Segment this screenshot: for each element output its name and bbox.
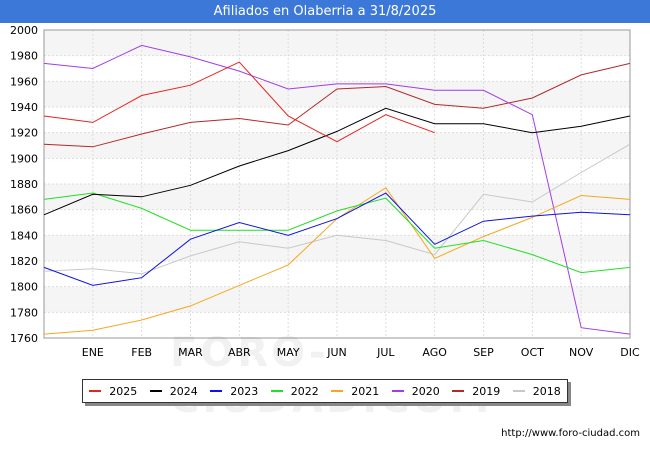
plot-frame bbox=[43, 29, 631, 339]
x-tick-label: MAY bbox=[277, 346, 300, 359]
legend-swatch bbox=[149, 390, 162, 392]
series-line-2023 bbox=[43, 192, 631, 286]
y-tick-label: 1920 bbox=[10, 127, 38, 140]
legend-swatch bbox=[270, 390, 283, 392]
y-tick-label: 1860 bbox=[10, 204, 38, 217]
x-tick-label: DIC bbox=[620, 346, 640, 359]
legend-item-2021: 2021 bbox=[331, 385, 379, 398]
legend-label: 2021 bbox=[351, 384, 380, 398]
y-tick-label: 1900 bbox=[10, 152, 38, 165]
chart-legend: 2025 2024 2023 2022 2021 2020 2019 2018 bbox=[82, 379, 568, 403]
series-line-2018 bbox=[43, 143, 631, 275]
source-url[interactable]: http://www.foro-ciudad.com bbox=[501, 428, 640, 439]
y-tick-label: 1800 bbox=[10, 281, 38, 294]
y-tick-label: 1780 bbox=[10, 306, 38, 319]
legend-item-2024: 2024 bbox=[149, 384, 198, 398]
x-tick-label: AGO bbox=[422, 346, 447, 359]
legend-item-2022: 2022 bbox=[270, 384, 319, 398]
legend-item-2018: 2018 bbox=[512, 384, 561, 398]
y-tick-label: 1960 bbox=[10, 75, 38, 88]
x-tick-label: SEP bbox=[473, 346, 494, 359]
x-tick-label: FEB bbox=[131, 346, 152, 359]
x-tick-label: MAR bbox=[178, 346, 203, 359]
watermark: FORO-CIUDAD.COM bbox=[170, 330, 489, 422]
legend-item-2020: 2020 bbox=[391, 384, 440, 398]
x-tick-label: OCT bbox=[521, 346, 544, 359]
x-tick-label: ABR bbox=[228, 346, 251, 359]
series-line-2022 bbox=[43, 192, 631, 274]
legend-swatch bbox=[210, 390, 223, 392]
series-line-2025 bbox=[43, 61, 435, 143]
y-tick-label: 1840 bbox=[10, 229, 38, 242]
x-tick-label: NOV bbox=[569, 346, 594, 359]
legend-label: 2023 bbox=[230, 384, 259, 398]
series-line-2020 bbox=[43, 44, 631, 335]
legend-label: 2019 bbox=[472, 384, 501, 398]
y-tick-label: 1760 bbox=[10, 332, 38, 345]
y-tick-label: 1880 bbox=[10, 178, 38, 191]
chart-title: Afiliados en Olaberria a 31/8/2025 bbox=[0, 0, 650, 23]
legend-label: 2020 bbox=[411, 384, 440, 398]
legend-swatch bbox=[391, 390, 404, 392]
legend-label: 2024 bbox=[169, 384, 198, 398]
series-line-2019 bbox=[43, 62, 631, 148]
y-tick-label: 1820 bbox=[10, 255, 38, 268]
y-tick-label: 1980 bbox=[10, 50, 38, 63]
x-tick-label: JUL bbox=[376, 346, 395, 359]
legend-label: 2018 bbox=[532, 384, 561, 398]
legend-swatch bbox=[512, 390, 525, 392]
legend-label: 2022 bbox=[290, 384, 319, 398]
y-tick-label: 1940 bbox=[10, 101, 38, 114]
x-tick-label: ENE bbox=[82, 346, 104, 359]
legend-swatch bbox=[89, 390, 102, 392]
x-tick-label: JUN bbox=[326, 346, 347, 359]
series-line-2024 bbox=[43, 107, 631, 216]
legend-item-2019: 2019 bbox=[452, 385, 500, 398]
y-tick-label: 2000 bbox=[10, 24, 38, 37]
legend-label: 2025 bbox=[109, 384, 138, 398]
legend-swatch bbox=[452, 390, 465, 392]
legend-item-2025: 2025 bbox=[89, 385, 137, 398]
legend-swatch bbox=[331, 390, 344, 392]
legend-item-2023: 2023 bbox=[210, 385, 258, 398]
